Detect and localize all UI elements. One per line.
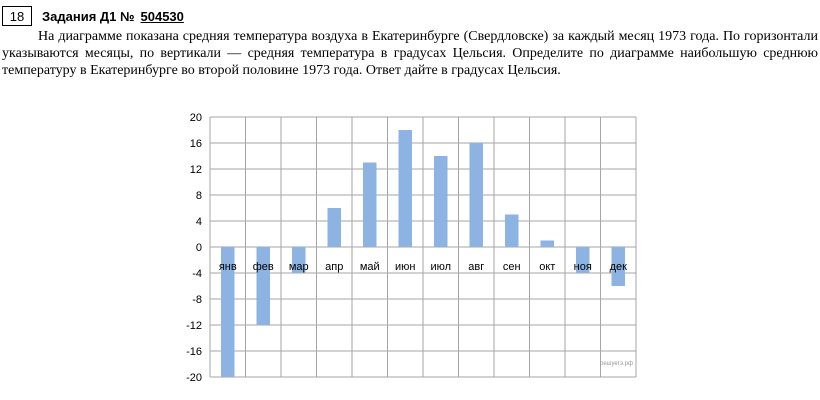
x-category-label: окт [539,261,555,273]
bar-окт [540,240,554,247]
y-tick-label: -4 [192,268,202,280]
task-id-link[interactable]: 504530 [140,8,184,24]
x-category-label: сен [503,261,521,273]
x-category-label: июн [395,261,415,273]
bar-апр [327,208,341,247]
chart-bars [221,130,625,377]
y-tick-label: 12 [190,164,202,176]
x-category-label: апр [325,261,343,273]
bar-ноя [576,247,590,273]
y-tick-label: 0 [196,242,202,254]
problem-text: На диаграмме показана средняя температур… [2,29,818,78]
bar-июн [398,130,412,247]
bar-дек [611,247,625,286]
y-tick-label: 4 [196,216,202,228]
bar-мар [292,247,306,273]
watermark: решуегэ.рф [600,361,633,367]
bar-фев [256,247,270,325]
x-category-label: фев [253,261,274,273]
y-tick-label: 16 [190,138,202,150]
task-header: 18 Задания Д1 № 504530 [2,6,184,26]
y-tick-label: -8 [192,294,202,306]
x-category-label: ноя [574,261,592,273]
y-tick-label: -12 [186,320,202,332]
x-category-label: мар [289,261,309,273]
task-title: Задания Д1 № [42,8,135,24]
bar-янв [221,247,235,377]
x-category-label: янв [219,261,237,273]
chart-grid [209,116,637,378]
x-category-label: дек [610,261,628,273]
y-tick-label: -16 [186,346,202,358]
y-tick-label: -20 [186,372,202,384]
x-category-label: авг [468,261,484,273]
y-tick-label: 20 [190,112,202,124]
bar-авг [469,143,483,247]
task-number-box: 18 [2,6,32,26]
x-category-label: июл [430,261,451,273]
y-tick-label: 8 [196,190,202,202]
temperature-chart: 20 16 12 8 4 0 -4 -8 -12 -16 -20 янв фев мар апр май июн… [186,112,637,384]
bar-май [363,162,377,247]
bar-июл [434,156,448,247]
x-category-label: май [360,261,380,273]
chart-labels: 20 16 12 8 4 0 -4 -8 -12 -16 -20 янв фев мар апр май июн… [186,112,627,384]
bar-сен [505,214,519,247]
